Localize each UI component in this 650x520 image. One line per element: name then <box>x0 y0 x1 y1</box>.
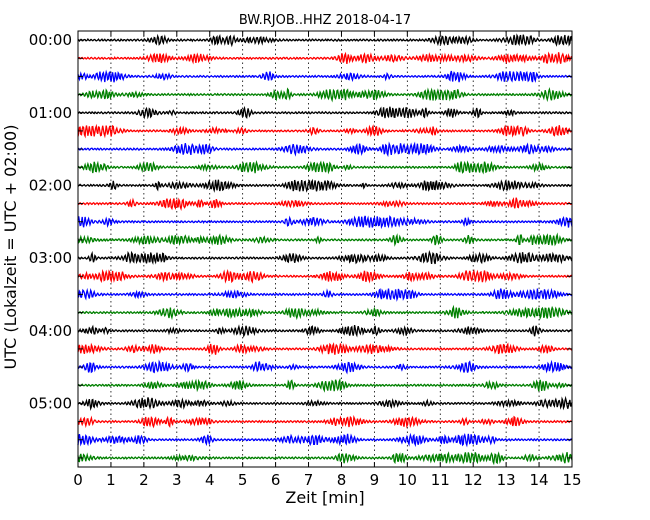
x-tick-label-14: 14 <box>530 471 549 489</box>
trace-row-19 <box>77 377 573 393</box>
trace-row-14 <box>77 287 573 302</box>
trace-row-10 <box>77 215 573 230</box>
trace-row-11 <box>77 232 573 247</box>
trace-row-16 <box>77 324 573 338</box>
trace-row-22 <box>77 432 573 448</box>
plot-area: 0 1 2 3 4 5 6 7 8 9 10 11 12 13 14 1500:0001:0002:0003:… <box>29 30 582 489</box>
y-tick-label-5: 05:00 <box>29 394 72 412</box>
x-tick-label-8: 8 <box>337 471 347 489</box>
trace-row-8 <box>77 178 573 193</box>
trace-row-15 <box>77 304 573 321</box>
x-tick-label-5: 5 <box>238 471 248 489</box>
x-tick-label-7: 7 <box>304 471 314 489</box>
trace-row-17 <box>77 342 573 356</box>
trace-row-3 <box>77 87 573 103</box>
trace-row-4 <box>77 105 573 120</box>
x-tick-label-1: 1 <box>106 471 116 489</box>
x-tick-label-15: 15 <box>562 471 581 489</box>
x-axis-label: Zeit [min] <box>285 488 364 507</box>
trace-row-5 <box>77 123 573 139</box>
trace-row-12 <box>77 250 573 266</box>
chart-title: BW.RJOB..HHZ 2018-04-17 <box>239 13 411 28</box>
y-axis-label: UTC (Lokalzeit = UTC + 02:00) <box>1 125 20 370</box>
y-tick-label-3: 03:00 <box>29 249 72 267</box>
trace-row-18 <box>77 359 573 375</box>
trace-row-7 <box>77 160 573 175</box>
x-tick-label-10: 10 <box>398 471 417 489</box>
x-tick-label-12: 12 <box>464 471 483 489</box>
x-tick-label-9: 9 <box>370 471 380 489</box>
trace-row-21 <box>77 414 573 429</box>
trace-row-6 <box>77 141 573 158</box>
y-tick-label-2: 02:00 <box>29 176 72 194</box>
y-tick-label-4: 04:00 <box>29 322 72 340</box>
trace-row-0 <box>77 33 573 48</box>
x-tick-label-13: 13 <box>497 471 516 489</box>
trace-row-2 <box>77 69 573 83</box>
x-tick-label-2: 2 <box>139 471 149 489</box>
trace-row-23 <box>77 451 573 466</box>
x-tick-label-3: 3 <box>172 471 182 489</box>
trace-row-13 <box>77 268 573 284</box>
trace-row-9 <box>77 197 573 211</box>
x-tick-label-6: 6 <box>271 471 281 489</box>
trace-row-20 <box>77 395 573 411</box>
x-tick-label-4: 4 <box>205 471 215 489</box>
plot-frame <box>77 30 573 468</box>
x-tick-label-11: 11 <box>431 471 450 489</box>
y-tick-label-1: 01:00 <box>29 104 72 122</box>
y-tick-label-0: 00:00 <box>29 31 72 49</box>
x-tick-label-0: 0 <box>73 471 83 489</box>
trace-row-1 <box>77 51 573 65</box>
